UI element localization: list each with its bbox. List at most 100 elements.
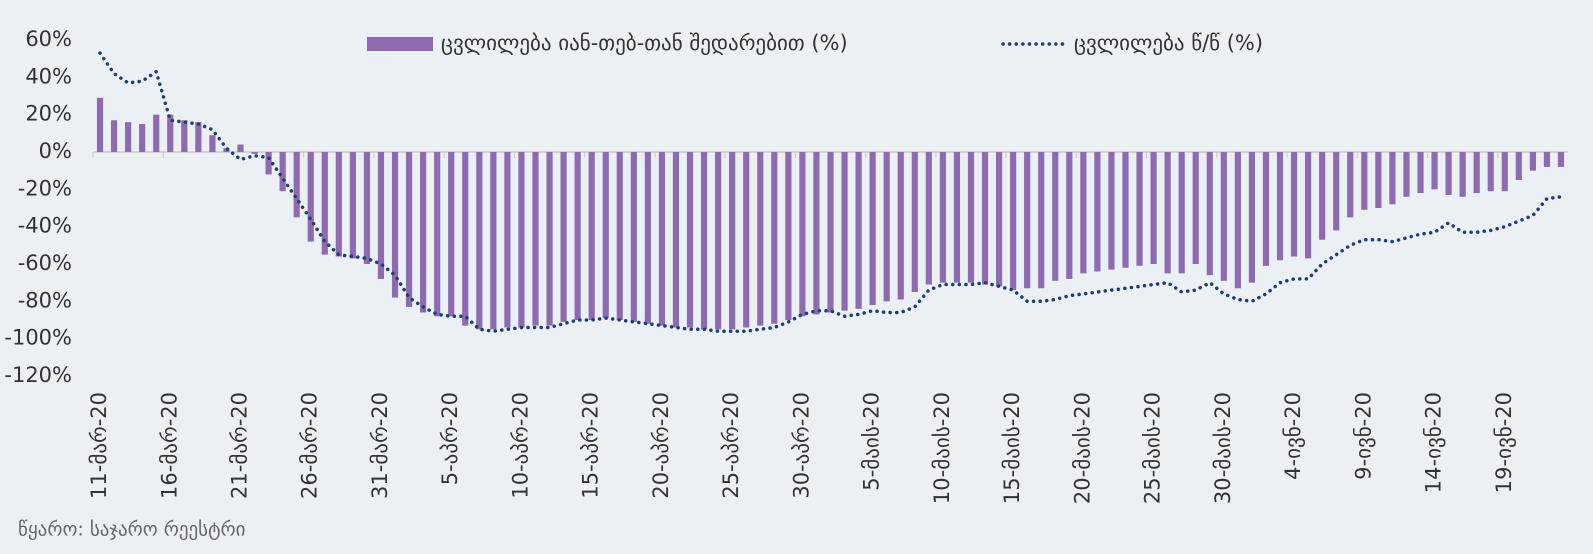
- x-tick-label: 19-ივნ-20: [1492, 392, 1516, 493]
- x-tick-label: 15-აპრ-20: [579, 392, 603, 499]
- bar: [1501, 152, 1508, 192]
- bar: [1431, 152, 1438, 190]
- bar: [1248, 152, 1256, 283]
- bar: [967, 152, 975, 283]
- bar: [1262, 152, 1270, 266]
- bar: [1417, 152, 1424, 194]
- bar: [672, 152, 680, 328]
- x-tick-label: 10-მაის-20: [930, 392, 954, 504]
- bar: [490, 152, 497, 330]
- bar: [1220, 152, 1227, 281]
- bar: [237, 144, 244, 152]
- x-tick-label: 20-მაის-20: [1070, 392, 1094, 504]
- bar: [1276, 152, 1284, 261]
- bar: [658, 152, 666, 326]
- bar: [1403, 152, 1410, 197]
- bar: [1557, 152, 1565, 167]
- bar: [279, 152, 286, 192]
- bar: [1178, 152, 1185, 274]
- legend-swatch: [367, 37, 433, 51]
- bar: [1122, 152, 1129, 268]
- bar: [1459, 152, 1466, 197]
- bar: [841, 152, 848, 311]
- bar: [1515, 152, 1522, 180]
- bar: [1038, 152, 1045, 289]
- bar: [391, 152, 399, 298]
- bar: [181, 120, 188, 152]
- bar: [855, 152, 862, 309]
- bar: [1164, 152, 1171, 274]
- bar: [953, 152, 961, 283]
- bar: [1347, 152, 1354, 218]
- bar: [883, 152, 890, 302]
- x-tick-label: 25-აპრ-20: [719, 392, 743, 499]
- bar: [1052, 152, 1059, 281]
- bar: [125, 122, 132, 152]
- bar: [827, 152, 834, 313]
- bar: [686, 152, 694, 328]
- bar: [532, 152, 539, 326]
- bar: [405, 152, 413, 307]
- x-tick-label: 9-ივნ-20: [1351, 392, 1375, 480]
- bar: [434, 152, 441, 317]
- bar: [1094, 152, 1101, 272]
- bar: [209, 135, 216, 152]
- bar: [420, 152, 427, 313]
- x-tick-label: 30-აპრ-20: [789, 392, 813, 499]
- bar: [560, 152, 567, 322]
- y-tick-label: -120%: [4, 363, 72, 387]
- bar: [195, 122, 202, 152]
- x-tick-label: 25-მაის-20: [1141, 392, 1165, 504]
- x-tick-label: 16-მარ-20: [157, 392, 181, 499]
- bar: [799, 152, 806, 317]
- bar: [897, 152, 904, 300]
- bar: [743, 152, 750, 328]
- y-tick-label: 20%: [25, 102, 72, 126]
- line: [98, 51, 1563, 333]
- bar: [574, 152, 581, 320]
- bar: [110, 120, 118, 152]
- bar: [715, 152, 722, 330]
- bar: [981, 152, 989, 285]
- bar: [1389, 152, 1396, 205]
- bar: [153, 114, 160, 152]
- y-tick-label: -20%: [18, 176, 72, 200]
- bar: [293, 152, 300, 218]
- bar: [813, 152, 820, 315]
- bar: [265, 152, 272, 175]
- legend-label: ცვლილება იან-თებ-თან შედარებით (%): [441, 31, 848, 55]
- y-tick-label: 0%: [39, 139, 72, 163]
- bar: [476, 152, 483, 330]
- y-tick-label: 60%: [25, 27, 72, 51]
- bar: [321, 152, 328, 255]
- y-tick-label: -40%: [18, 214, 72, 238]
- bar: [616, 152, 623, 320]
- x-tick-label: 15-მაის-20: [1000, 392, 1024, 504]
- bar: [995, 152, 1003, 287]
- bar: [1543, 152, 1551, 167]
- bar: [644, 152, 651, 324]
- bar: [448, 152, 455, 317]
- bar: [1080, 152, 1087, 274]
- x-tick-label: 26-მარ-20: [298, 392, 322, 499]
- x-tick-label: 4-ივნ-20: [1281, 392, 1305, 480]
- bar: [939, 152, 946, 283]
- bar: [349, 152, 356, 259]
- bar: [1305, 152, 1312, 259]
- bar: [1529, 152, 1536, 171]
- bar: [1473, 152, 1480, 194]
- bar: [335, 152, 342, 257]
- bar: [1234, 152, 1241, 289]
- bar: [251, 152, 258, 154]
- x-tick-label: 20-აპრ-20: [649, 392, 673, 499]
- x-tick-label: 5-აპრ-20: [438, 392, 462, 485]
- bar: [1375, 152, 1382, 208]
- bar: [911, 152, 918, 292]
- bar: [700, 152, 708, 330]
- bar: [1108, 152, 1115, 270]
- bar: [377, 152, 385, 279]
- bar: [1361, 152, 1368, 210]
